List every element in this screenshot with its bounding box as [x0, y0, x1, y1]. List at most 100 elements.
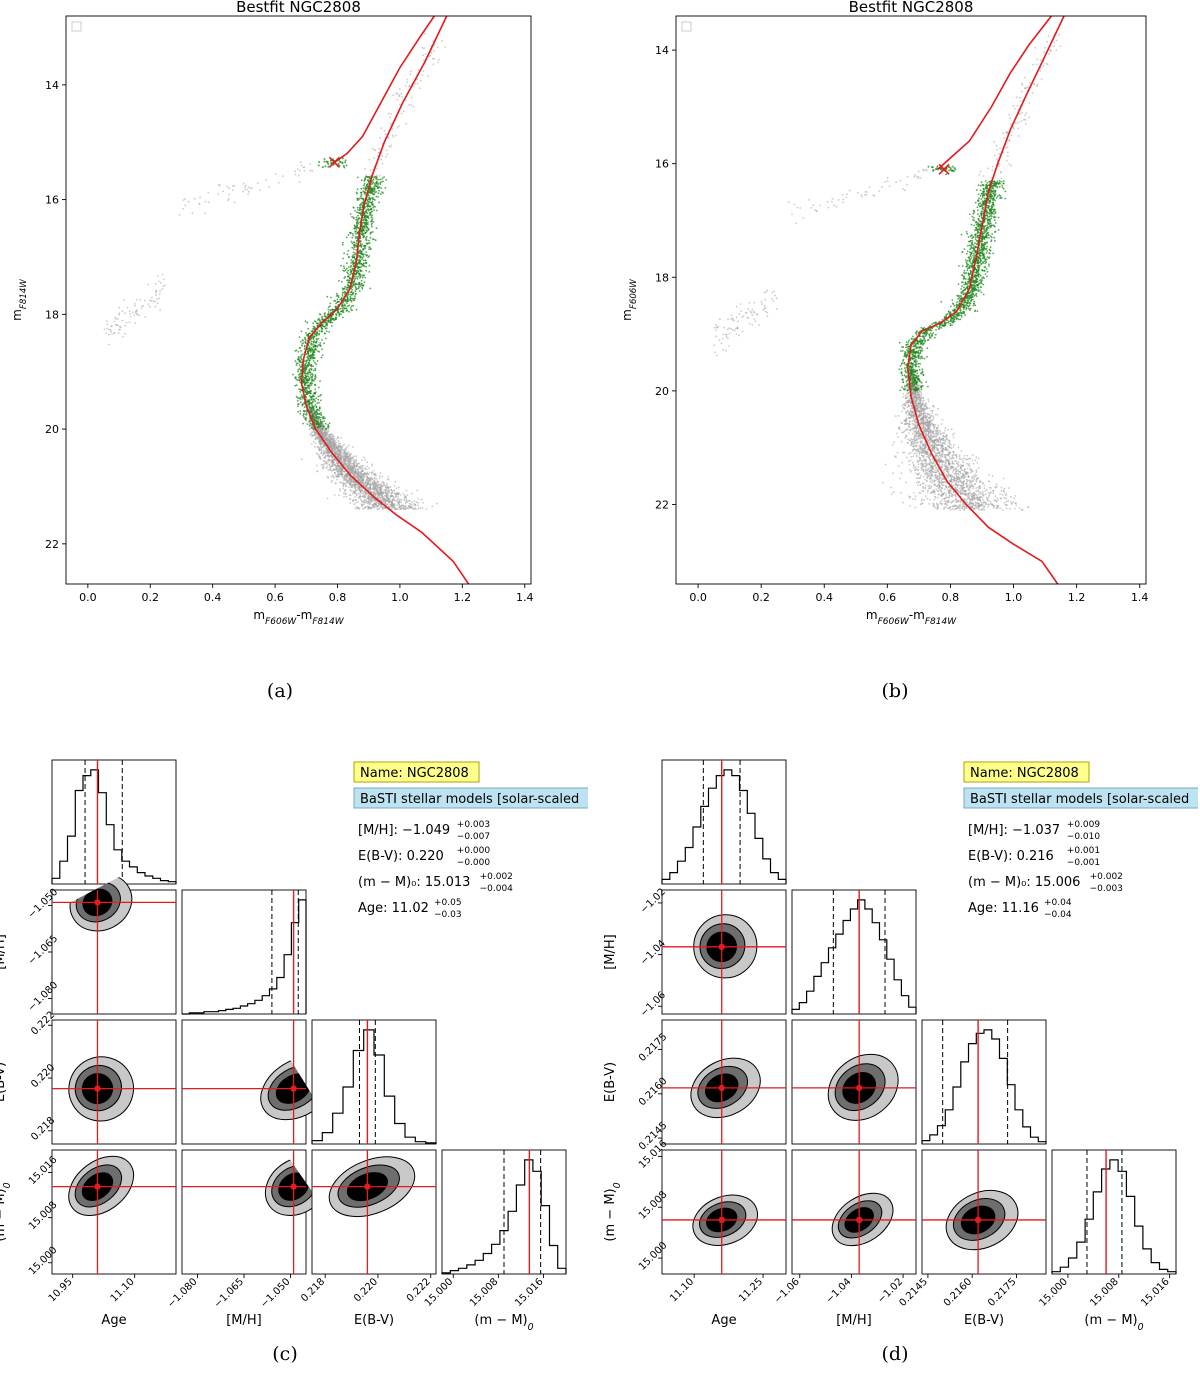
star — [381, 177, 384, 180]
star — [374, 499, 377, 502]
star — [300, 358, 303, 361]
star — [351, 267, 354, 270]
star — [334, 459, 337, 462]
star — [314, 388, 317, 391]
star — [353, 455, 356, 458]
star — [366, 199, 369, 202]
star — [331, 444, 333, 447]
star — [322, 426, 325, 429]
star — [363, 216, 366, 219]
star — [108, 333, 110, 336]
star — [106, 320, 108, 322]
star — [385, 179, 388, 181]
star — [350, 293, 352, 296]
star — [345, 492, 348, 495]
star — [228, 193, 231, 196]
star — [412, 85, 415, 88]
star — [337, 447, 340, 450]
star — [360, 187, 363, 190]
star — [342, 257, 344, 260]
star — [128, 310, 131, 313]
star — [329, 317, 332, 320]
star — [359, 206, 362, 209]
star — [377, 151, 380, 154]
star — [358, 285, 360, 288]
star — [353, 490, 356, 493]
star — [369, 483, 372, 486]
star — [318, 401, 320, 404]
star — [307, 362, 310, 364]
star — [314, 404, 317, 406]
star — [411, 504, 413, 507]
star — [361, 467, 364, 470]
star — [384, 133, 387, 136]
star — [217, 193, 220, 195]
cmd-panel-a: 0.0 0.2 0.4 0.6 0.8 1.0 1.2 1.41416182022Bestfi… — [10, 0, 534, 627]
star — [315, 406, 318, 409]
star — [377, 186, 380, 189]
star — [399, 498, 402, 501]
star — [312, 351, 315, 354]
star — [361, 233, 363, 236]
star — [365, 484, 368, 487]
star — [311, 408, 313, 411]
star — [305, 332, 307, 334]
star — [319, 342, 322, 344]
star — [308, 378, 310, 380]
star — [371, 482, 374, 485]
star — [134, 310, 137, 313]
star — [389, 495, 392, 497]
star — [349, 273, 352, 276]
star — [314, 333, 316, 336]
star — [391, 498, 394, 501]
star — [349, 297, 352, 300]
star — [365, 478, 368, 481]
star — [381, 492, 384, 494]
star — [309, 406, 312, 409]
star — [311, 336, 313, 339]
star — [362, 187, 365, 190]
star — [298, 373, 300, 376]
star — [374, 239, 377, 242]
star — [128, 321, 131, 324]
star — [315, 414, 317, 416]
star — [363, 274, 365, 277]
star — [354, 232, 357, 235]
star — [422, 59, 425, 62]
star — [365, 211, 368, 214]
star — [395, 508, 398, 510]
star — [384, 156, 387, 158]
star — [373, 487, 376, 490]
star — [162, 278, 165, 281]
star — [182, 199, 185, 202]
star — [347, 234, 350, 236]
star — [385, 149, 388, 152]
star — [366, 242, 369, 245]
star — [386, 153, 389, 156]
star — [368, 471, 371, 474]
star — [322, 465, 325, 468]
star — [297, 410, 300, 413]
star — [329, 437, 331, 440]
star — [314, 432, 316, 435]
star — [348, 266, 350, 268]
star — [300, 354, 303, 357]
star — [415, 501, 418, 503]
star — [306, 401, 309, 404]
star — [360, 246, 363, 248]
star — [349, 232, 352, 235]
star — [328, 331, 330, 333]
star — [307, 403, 310, 406]
star — [364, 276, 366, 279]
star — [381, 162, 384, 165]
star — [305, 393, 308, 396]
star — [305, 353, 308, 356]
star — [303, 344, 306, 347]
star — [147, 283, 150, 286]
star — [331, 464, 334, 467]
star — [367, 209, 370, 212]
star — [341, 310, 344, 313]
star — [991, 474, 994, 477]
star — [343, 470, 346, 473]
star — [326, 497, 329, 500]
